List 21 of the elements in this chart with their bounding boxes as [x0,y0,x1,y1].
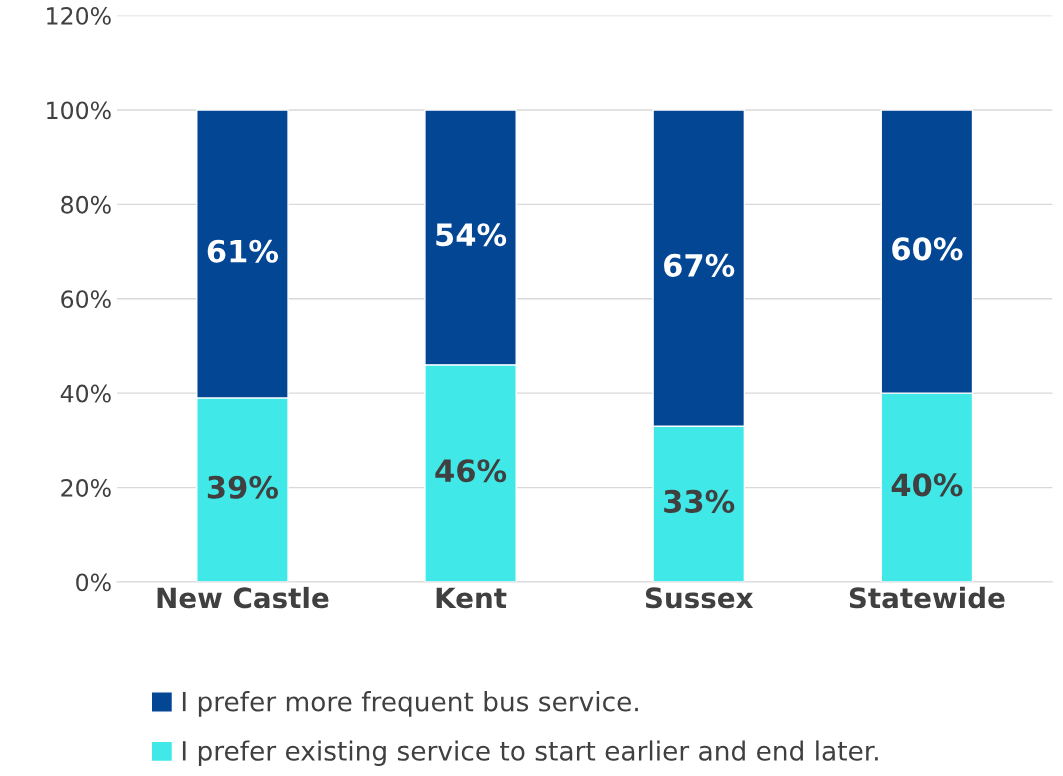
y-tick-label: 60% [61,290,111,309]
y-tick-label: 100% [47,101,111,120]
x-tick-label: New Castle [157,586,329,609]
data-label: 39% [207,475,279,499]
x-tick-label: Kent [436,587,507,609]
data-label: 67% [664,253,735,277]
legend-label: I prefer more frequent bus service. [182,691,638,717]
y-tick-label: 40% [60,384,111,403]
y-tick-label: 0% [76,573,111,592]
x-tick-label: Statewide [849,586,1005,609]
y-tick-label: 120% [47,6,111,25]
y-tick-label: 20% [61,479,111,497]
data-label: 46% [435,459,507,483]
x-tick-label: Sussex [645,587,754,609]
data-label: 33% [664,489,735,513]
y-tick-label: 80% [61,195,111,214]
data-label: 60% [892,237,963,261]
legend-label: I prefer existing service to start earlier and end later. [182,740,878,766]
data-label: 61% [207,239,279,263]
data-label: 40% [891,473,963,497]
data-label: 54% [436,223,507,247]
